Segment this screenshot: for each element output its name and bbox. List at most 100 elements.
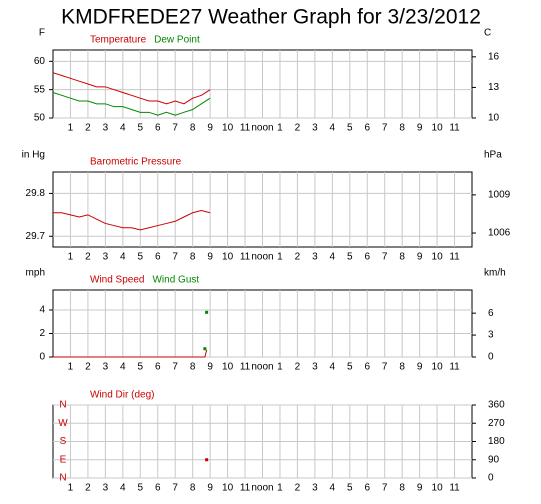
y-tick-label: 60 (34, 56, 46, 67)
x-tick-label: 11 (449, 252, 460, 263)
x-tick-label: 9 (207, 252, 213, 263)
y-tick-label: N (59, 400, 66, 411)
x-tick-label: 7 (172, 252, 178, 263)
data-line (53, 349, 208, 358)
x-tick-label: 6 (364, 483, 370, 494)
x-tick-label: 9 (417, 362, 423, 373)
x-tick-label: 1 (277, 362, 283, 373)
y2-tick-label: 180 (488, 436, 505, 447)
page-title: KMDFREDE27 Weather Graph for 3/23/2012 (61, 6, 481, 29)
x-tick-label: 5 (138, 483, 144, 494)
y-tick-label: 50 (34, 113, 46, 124)
y2-axis-label: km/h (484, 268, 506, 279)
x-tick-label: 7 (382, 252, 388, 263)
x-tick-label: 5 (138, 252, 144, 263)
x-tick-label: 6 (155, 483, 161, 494)
x-tick-label: 8 (399, 252, 405, 263)
x-tick-label: 8 (190, 123, 196, 134)
x-tick-label: 9 (417, 483, 423, 494)
x-tick-label: 2 (295, 123, 301, 134)
y-tick-label: N (59, 473, 66, 484)
x-tick-label: 5 (347, 123, 353, 134)
x-tick-label: 7 (382, 483, 388, 494)
data-line (52, 92, 211, 116)
x-tick-label: 2 (295, 252, 301, 263)
data-point (203, 347, 207, 351)
x-tick-label: 4 (330, 252, 336, 263)
x-tick-label: 2 (85, 362, 91, 373)
y2-axis-label: hPa (484, 150, 502, 161)
data-line (52, 72, 211, 105)
x-tick-label: 3 (103, 123, 109, 134)
x-tick-label: 10 (222, 123, 234, 134)
x-tick-label: 6 (364, 362, 370, 373)
y2-tick-label: 3 (488, 330, 494, 341)
x-tick-label: 2 (85, 123, 91, 134)
x-tick-label: 10 (432, 252, 444, 263)
x-tick-label: 3 (103, 483, 109, 494)
x-tick-label: 5 (347, 362, 353, 373)
x-tick-label: 7 (382, 362, 388, 373)
y-tick-label: 55 (34, 84, 46, 95)
data-point (205, 458, 209, 462)
y2-tick-label: 360 (488, 400, 505, 411)
x-tick-label: 10 (222, 362, 234, 373)
x-tick-label: noon (251, 483, 273, 494)
x-tick-label: noon (251, 123, 273, 134)
x-tick-label: 6 (155, 362, 161, 373)
x-tick-label: 1 (277, 123, 283, 134)
y2-tick-label: 10 (488, 113, 500, 124)
y-tick-label: E (60, 454, 67, 465)
legend-label: Barometric Pressure (90, 157, 182, 168)
x-tick-label: 6 (364, 252, 370, 263)
x-tick-label: 4 (120, 123, 126, 134)
x-tick-label: 4 (120, 483, 126, 494)
y-tick-label: 4 (39, 305, 45, 316)
x-tick-label: 5 (138, 362, 144, 373)
x-tick-label: 7 (172, 362, 178, 373)
y2-tick-label: 0 (488, 473, 494, 484)
x-tick-label: 1 (68, 483, 74, 494)
x-tick-label: 5 (347, 483, 353, 494)
legend-label: Wind Gust (152, 275, 199, 286)
x-tick-label: 6 (155, 123, 161, 134)
x-tick-label: noon (251, 252, 273, 263)
x-tick-label: 9 (207, 123, 213, 134)
x-tick-label: 8 (190, 252, 196, 263)
x-tick-label: 4 (330, 483, 336, 494)
x-tick-label: 9 (207, 362, 213, 373)
data-point (205, 310, 209, 314)
x-tick-label: 11 (449, 483, 460, 494)
x-tick-label: 10 (432, 362, 444, 373)
y2-tick-label: 0 (488, 352, 494, 363)
x-tick-label: 4 (330, 123, 336, 134)
x-tick-label: 2 (295, 362, 301, 373)
x-tick-label: 11 (449, 123, 460, 134)
x-tick-label: 10 (432, 123, 444, 134)
x-tick-label: 11 (449, 362, 460, 373)
y2-tick-label: 270 (488, 418, 505, 429)
y-tick-label: S (60, 436, 67, 447)
y2-axis-label: C (484, 28, 491, 39)
x-tick-label: 5 (347, 252, 353, 263)
y2-tick-label: 16 (488, 51, 500, 62)
x-tick-label: 11 (240, 362, 251, 373)
y-tick-label: W (58, 418, 68, 429)
y-axis-label: in Hg (22, 150, 45, 161)
x-tick-label: 8 (399, 362, 405, 373)
x-tick-label: 8 (399, 483, 405, 494)
x-tick-label: 2 (85, 252, 91, 263)
legend-label: Temperature (90, 35, 147, 46)
y-tick-label: 29.8 (26, 188, 46, 199)
x-tick-label: 6 (155, 252, 161, 263)
x-tick-label: 2 (295, 483, 301, 494)
legend-label: Wind Speed (90, 275, 144, 286)
y2-tick-label: 90 (488, 454, 500, 465)
x-tick-label: 4 (120, 362, 126, 373)
x-tick-label: 1 (68, 362, 74, 373)
x-tick-label: 8 (399, 123, 405, 134)
y-axis-label: F (39, 28, 45, 39)
x-tick-label: 7 (172, 483, 178, 494)
y2-tick-label: 1006 (488, 228, 511, 239)
